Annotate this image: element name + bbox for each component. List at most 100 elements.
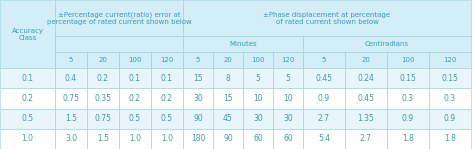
Text: Accuracy
Class: Accuracy Class xyxy=(11,28,44,41)
Text: 5: 5 xyxy=(69,57,73,63)
Bar xyxy=(183,68,213,88)
Bar xyxy=(55,129,87,149)
Text: 0.75: 0.75 xyxy=(63,94,80,103)
Text: 0.1: 0.1 xyxy=(129,74,141,83)
Bar xyxy=(87,129,119,149)
Bar xyxy=(87,88,119,108)
Text: 1.0: 1.0 xyxy=(161,134,173,143)
Text: Minutes: Minutes xyxy=(229,41,257,47)
Bar xyxy=(345,68,387,88)
Bar xyxy=(345,88,387,108)
Text: 0.1: 0.1 xyxy=(161,74,173,83)
Bar xyxy=(119,52,151,68)
Text: 0.9: 0.9 xyxy=(402,114,414,123)
Bar xyxy=(0,129,55,149)
Bar xyxy=(55,0,183,36)
Text: 1.0: 1.0 xyxy=(21,134,34,143)
Text: 1.8: 1.8 xyxy=(402,134,414,143)
Bar xyxy=(387,68,429,88)
Text: 3.0: 3.0 xyxy=(65,134,77,143)
Text: 90: 90 xyxy=(223,134,233,143)
Text: 20: 20 xyxy=(99,57,108,63)
Bar xyxy=(119,129,151,149)
Bar xyxy=(387,108,429,129)
Text: 1.5: 1.5 xyxy=(97,134,109,143)
Bar xyxy=(303,129,345,149)
Bar xyxy=(87,68,119,88)
Text: 0.45: 0.45 xyxy=(316,74,332,83)
Bar xyxy=(119,88,151,108)
Text: 15: 15 xyxy=(223,94,233,103)
Bar xyxy=(429,108,471,129)
Text: 1.35: 1.35 xyxy=(357,114,374,123)
Text: 0.2: 0.2 xyxy=(161,94,173,103)
Text: 30: 30 xyxy=(253,114,263,123)
Bar xyxy=(345,129,387,149)
Text: 5: 5 xyxy=(322,57,326,63)
Bar xyxy=(303,88,345,108)
Bar xyxy=(273,68,303,88)
Bar xyxy=(243,52,273,68)
Bar xyxy=(273,52,303,68)
Text: 1.5: 1.5 xyxy=(65,114,77,123)
Bar xyxy=(151,68,183,88)
Bar xyxy=(55,36,183,52)
Text: 5: 5 xyxy=(255,74,260,83)
Text: 2.7: 2.7 xyxy=(318,114,330,123)
Bar xyxy=(273,88,303,108)
Bar xyxy=(387,88,429,108)
Text: 45: 45 xyxy=(223,114,233,123)
Text: ±Phase displacement at percentage
of rated current shown below: ±Phase displacement at percentage of rat… xyxy=(264,11,391,24)
Bar xyxy=(387,52,429,68)
Bar xyxy=(213,52,243,68)
Bar xyxy=(243,68,273,88)
Bar xyxy=(0,0,55,68)
Text: 5: 5 xyxy=(285,74,291,83)
Text: 10: 10 xyxy=(253,94,263,103)
Text: 10: 10 xyxy=(283,94,293,103)
Bar xyxy=(0,108,55,129)
Bar xyxy=(0,88,55,108)
Bar xyxy=(243,129,273,149)
Text: 100: 100 xyxy=(401,57,415,63)
Text: 0.5: 0.5 xyxy=(21,114,34,123)
Text: 20: 20 xyxy=(362,57,371,63)
Text: 0.2: 0.2 xyxy=(97,74,109,83)
Text: 0.24: 0.24 xyxy=(357,74,374,83)
Text: 0.5: 0.5 xyxy=(161,114,173,123)
Bar xyxy=(183,129,213,149)
Bar xyxy=(119,68,151,88)
Text: 100: 100 xyxy=(251,57,265,63)
Text: 100: 100 xyxy=(128,57,142,63)
Text: 120: 120 xyxy=(160,57,173,63)
Bar xyxy=(55,52,87,68)
Bar xyxy=(55,68,87,88)
Text: 0.3: 0.3 xyxy=(444,94,456,103)
Text: 60: 60 xyxy=(283,134,293,143)
Bar xyxy=(429,88,471,108)
Text: 0.15: 0.15 xyxy=(442,74,458,83)
Text: 120: 120 xyxy=(443,57,456,63)
Bar xyxy=(213,108,243,129)
Text: 20: 20 xyxy=(224,57,232,63)
Text: 0.2: 0.2 xyxy=(129,94,141,103)
Bar xyxy=(119,108,151,129)
Bar xyxy=(151,52,183,68)
Bar xyxy=(273,108,303,129)
Text: 30: 30 xyxy=(283,114,293,123)
Text: 0.45: 0.45 xyxy=(357,94,374,103)
Bar xyxy=(243,88,273,108)
Text: 8: 8 xyxy=(226,74,230,83)
Bar xyxy=(303,36,471,52)
Bar xyxy=(429,52,471,68)
Text: ±Percentage current(ratio) error at
percentage of rated current shown below: ±Percentage current(ratio) error at perc… xyxy=(46,11,191,25)
Text: 0.2: 0.2 xyxy=(21,94,34,103)
Text: 0.15: 0.15 xyxy=(400,74,417,83)
Text: 15: 15 xyxy=(193,74,203,83)
Bar xyxy=(429,68,471,88)
Bar xyxy=(387,129,429,149)
Text: 0.9: 0.9 xyxy=(318,94,330,103)
Bar xyxy=(55,88,87,108)
Bar xyxy=(345,108,387,129)
Bar xyxy=(151,129,183,149)
